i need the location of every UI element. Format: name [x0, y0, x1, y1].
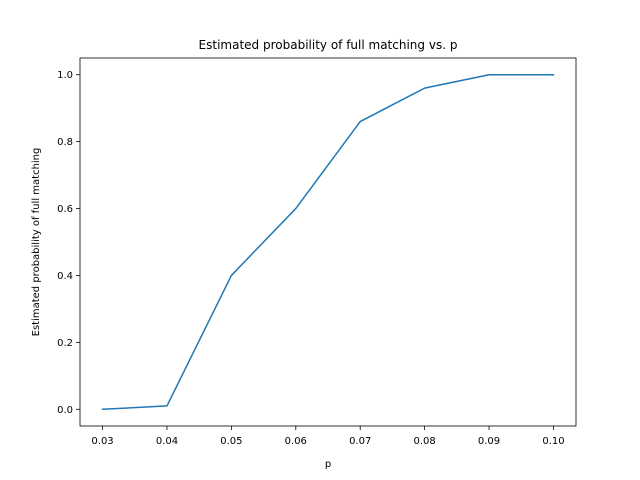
series-line-0: [101, 73, 555, 411]
y-tick-label: 0.2: [57, 338, 73, 349]
plot-frame: [79, 57, 577, 427]
x-axis-label: p: [325, 459, 331, 470]
x-tick-label: 0.03: [91, 436, 113, 447]
x-tick-label: 0.05: [220, 436, 242, 447]
y-tick-label: 1.0: [57, 70, 73, 81]
x-tick-label: 0.04: [156, 436, 178, 447]
x-tick-label: 0.10: [542, 436, 564, 447]
y-axis-label: Estimated probability of full matching: [31, 148, 42, 337]
x-tick-label: 0.06: [285, 436, 307, 447]
x-tick-label: 0.09: [478, 436, 500, 447]
y-axis-ticks: 0.0 0.2 0.4 0.6 0.8 1.0: [57, 70, 80, 416]
x-axis-ticks: 0.03 0.04 0.05 0.06 0.07 0.08 0.09 0.10: [91, 426, 565, 447]
y-tick-label: 0.4: [57, 271, 73, 282]
y-tick-label: 0.8: [57, 137, 73, 148]
y-tick-label: 0.6: [57, 204, 73, 215]
x-tick-label: 0.07: [349, 436, 371, 447]
x-tick-label: 0.08: [413, 436, 435, 447]
chart-title: Estimated probability of full matching v…: [199, 38, 458, 52]
plot-area: [79, 57, 577, 427]
y-tick-label: 0.0: [57, 405, 73, 416]
